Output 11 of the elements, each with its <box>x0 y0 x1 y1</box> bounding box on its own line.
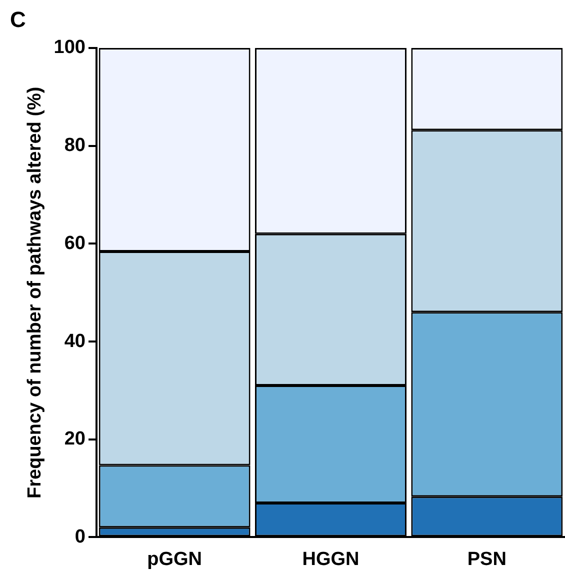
x-tick-label: pGGN <box>147 548 202 570</box>
y-tick-label: 20 <box>64 428 86 450</box>
x-tick-label: HGGN <box>302 548 360 570</box>
y-tick-label: 100 <box>54 37 86 58</box>
y-tick-label: 0 <box>74 526 86 548</box>
x-tick-label: PSN <box>467 548 506 570</box>
text: C <box>10 7 26 32</box>
y-tick-label: 80 <box>64 135 86 156</box>
y-axis-title: Frequency of number of pathways altered (%) <box>24 86 46 498</box>
y-tick-label: 40 <box>64 330 86 352</box>
y-tick-label: 60 <box>64 232 86 254</box>
